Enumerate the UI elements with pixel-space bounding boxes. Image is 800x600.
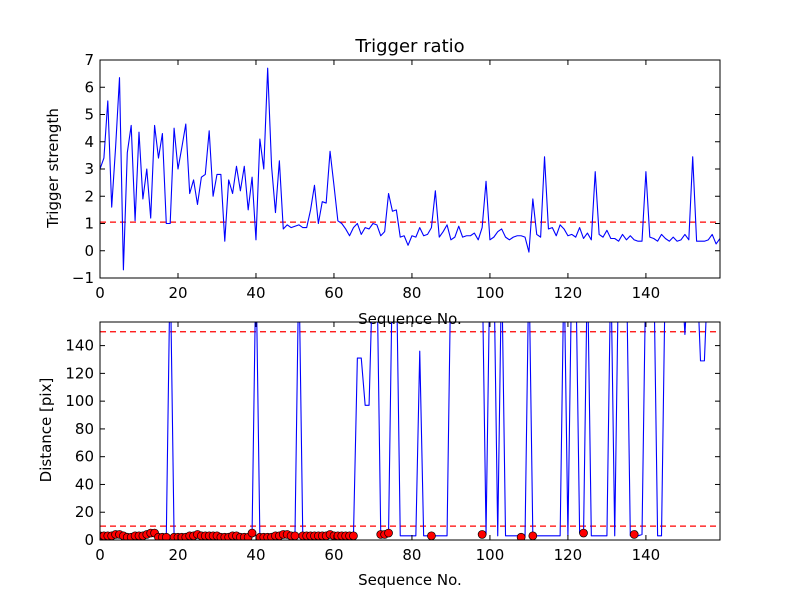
plot-frame [99,321,721,541]
y-tick-label: 5 [84,106,94,124]
y-tick-label: 1 [84,215,94,233]
trigger-ratio-chart: Trigger ratio 0 20 40 60 80 100 120 140−1012345… [44,36,721,328]
data-point-marker [427,531,436,540]
x-tick-label: 100 [476,546,505,564]
distance-plot-area: 0 20 40 60 80 100 120 140 0 20 40 60 80 100 120 140 [65,321,721,564]
data-point-marker [516,532,526,540]
x-tick-label: 20 [168,284,187,302]
chart-title: Trigger ratio [354,36,464,57]
data-point-marker [384,528,393,538]
data-point-marker [349,531,358,540]
data-point-marker [290,531,300,540]
x-tick-label: 60 [324,546,343,564]
x-tick-label: 140 [632,546,661,564]
y-tick-label: 0 [84,242,94,260]
data-point-marker [528,531,538,540]
y-tick-label: 7 [84,51,94,69]
x-tick-label: 120 [554,284,583,302]
x-tick-label: 0 [95,546,105,564]
x-tick-label: 0 [95,284,105,302]
x-tick-label: 80 [402,284,421,302]
data-point-marker [579,528,588,538]
x-tick-label: 80 [402,546,421,564]
y-tick-label: 60 [75,448,94,466]
x-axis-label: Sequence No. [358,310,462,328]
y-tick-label: 6 [84,78,94,96]
x-tick-label: 140 [632,284,661,302]
y-tick-label: 100 [65,392,94,410]
y-tick-label: 20 [75,503,94,521]
data-point-marker [629,530,639,539]
y-tick-label: 4 [84,133,94,151]
x-tick-label: 40 [246,284,265,302]
y-tick-label: −1 [72,269,94,287]
y-tick-label: 40 [75,475,94,493]
plot-content [100,322,720,540]
series-line [100,67,720,271]
x-tick-label: 120 [554,546,583,564]
distance-chart: 0 20 40 60 80 100 120 140 0 20 40 60 80 100 120 140 Seq… [37,321,721,589]
data-point-marker [247,528,257,538]
y-tick-label: 0 [84,531,94,549]
x-tick-label: 60 [324,284,343,302]
x-tick-label: 40 [246,546,265,564]
x-axis-label: Sequence No. [358,571,462,589]
y-tick-label: 2 [84,187,94,205]
x-tick-label: 20 [168,546,187,564]
x-tick-label: 100 [476,284,505,302]
y-axis-label: Distance [pix] [37,378,55,483]
plot-content [100,67,720,271]
y-tick-label: 120 [65,364,94,382]
data-point-marker [477,530,487,539]
y-tick-label: 80 [75,420,94,438]
y-tick-label: 140 [65,337,94,355]
y-axis-label: Trigger strength [44,108,62,229]
y-tick-label: 3 [84,160,94,178]
